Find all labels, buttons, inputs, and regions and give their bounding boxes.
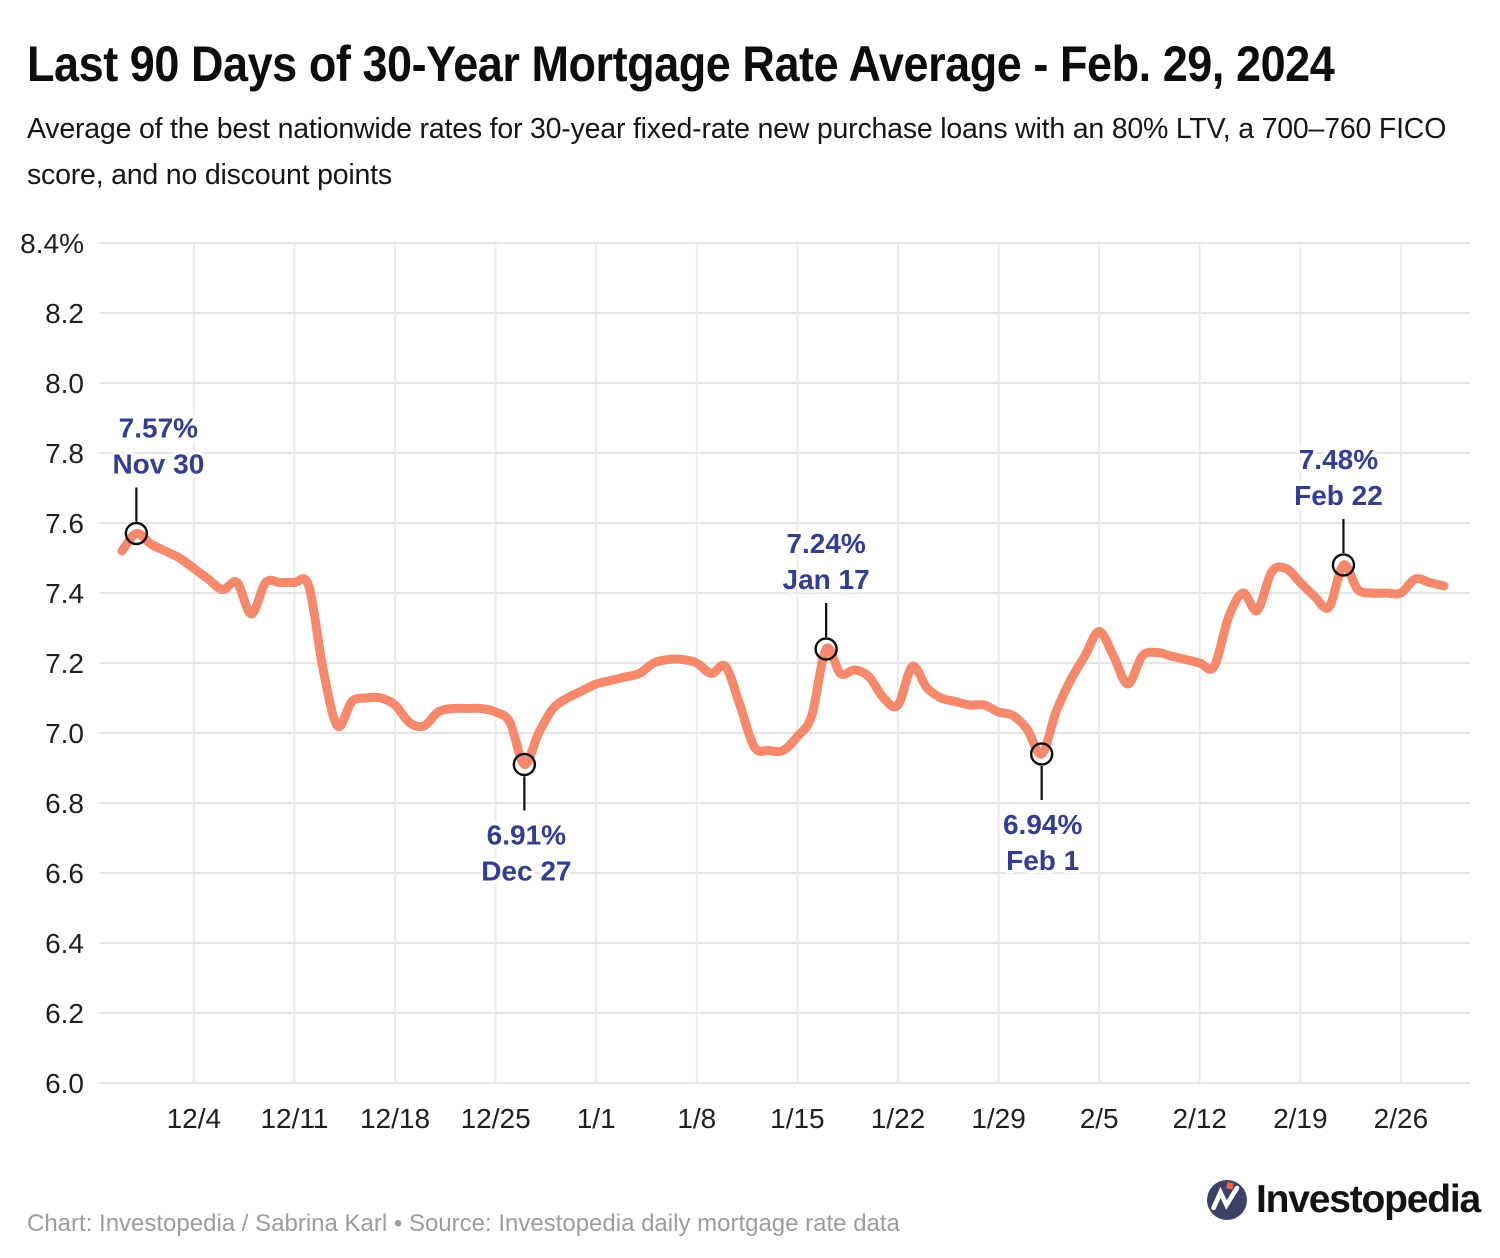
logo-zigzag-i-icon — [1211, 1185, 1240, 1211]
investopedia-logo[interactable]: Investopedia — [1205, 1178, 1481, 1222]
x-tick-label: 12/18 — [360, 1103, 430, 1134]
x-tick-label: 2/12 — [1173, 1103, 1228, 1134]
x-tick-label: 1/22 — [871, 1103, 926, 1134]
logo-orange-dot — [1226, 1181, 1234, 1190]
axis-labels: 8.4% 8.2 8.0 7.8 7.6 7.4 7.2 7.0 6.8 6.6 6.4 6.2 6.0… — [20, 228, 1428, 1134]
annotation-marker — [124, 521, 149, 546]
y-tick-label: 7.4 — [45, 578, 84, 609]
series — [117, 528, 1449, 769]
annotation-feb-22: 7.48% Feb 22 — [1291, 441, 1386, 577]
y-tick-label: 8.0 — [45, 368, 84, 399]
annotation-marker — [1331, 553, 1356, 577]
x-tick-label: 1/1 — [577, 1103, 616, 1134]
annotation-date-label: Dec 27 — [481, 856, 571, 887]
x-tick-label: 2/26 — [1374, 1103, 1429, 1134]
x-tick-label: 1/29 — [971, 1103, 1026, 1134]
y-tick-label: 6.2 — [45, 998, 84, 1029]
y-tick-label: 6.8 — [45, 788, 84, 819]
chart-credit: Chart: Investopedia / Sabrina Karl • Sou… — [27, 1210, 900, 1237]
annotation-value-label: 7.24% — [786, 528, 865, 559]
y-tick-label: 6.6 — [45, 858, 84, 889]
annotation-value-label: 6.94% — [1003, 809, 1082, 840]
x-tick-label: 12/25 — [461, 1103, 531, 1134]
y-tick-label: 8.4% — [20, 228, 84, 259]
y-tick-label: 8.2 — [45, 298, 84, 329]
y-tick-label: 7.0 — [45, 718, 84, 749]
chart-subtitle: Average of the best nationwide rates for… — [27, 113, 1447, 191]
annotation-jan-17: 7.24% Jan 17 — [779, 525, 873, 661]
annotation-feb-1: 6.94% Feb 1 — [999, 742, 1086, 880]
annotation-dec-27: 6.91% Dec 27 — [478, 752, 575, 890]
x-tick-label: 12/11 — [260, 1103, 328, 1134]
x-tick-label: 2/19 — [1273, 1103, 1328, 1134]
chart-header: Last 90 Days of 30-Year Mortgage Rate Av… — [27, 36, 1487, 92]
investopedia-logo-text: Investopedia — [1256, 1178, 1481, 1221]
y-tick-label: 6.0 — [45, 1068, 84, 1099]
annotation-value-label: 7.57% — [119, 413, 198, 444]
y-tick-label: 7.6 — [45, 508, 84, 539]
gridlines — [100, 242, 1470, 1084]
annotations: 7.57% Nov 30 6.91% Dec 27 7.24% Jan 17 6.94% Fe… — [109, 409, 1386, 890]
x-tick-label: 2/5 — [1080, 1103, 1119, 1134]
annotation-marker — [814, 637, 838, 661]
annotation-marker — [512, 752, 537, 777]
x-tick-label: 1/15 — [770, 1103, 825, 1134]
annotation-marker — [1029, 742, 1054, 766]
y-tick-label: 6.4 — [45, 928, 84, 959]
annotation-date-label: Feb 22 — [1294, 480, 1383, 511]
x-tick-label: 1/8 — [677, 1103, 716, 1134]
y-tick-label: 7.2 — [45, 648, 84, 679]
investopedia-logo-icon — [1207, 1180, 1247, 1220]
annotation-value-label: 6.91% — [487, 820, 566, 851]
annotation-date-label: Nov 30 — [112, 449, 204, 480]
annotation-nov-30: 7.57% Nov 30 — [109, 409, 208, 546]
chart-title: Last 90 Days of 30-Year Mortgage Rate Av… — [27, 36, 1335, 92]
rate-line — [117, 528, 1449, 769]
annotation-date-label: Feb 1 — [1006, 845, 1079, 876]
annotation-date-label: Jan 17 — [783, 564, 870, 595]
annotation-value-label: 7.48% — [1299, 444, 1378, 475]
y-tick-label: 7.8 — [45, 438, 84, 469]
x-tick-label: 12/4 — [167, 1103, 222, 1134]
